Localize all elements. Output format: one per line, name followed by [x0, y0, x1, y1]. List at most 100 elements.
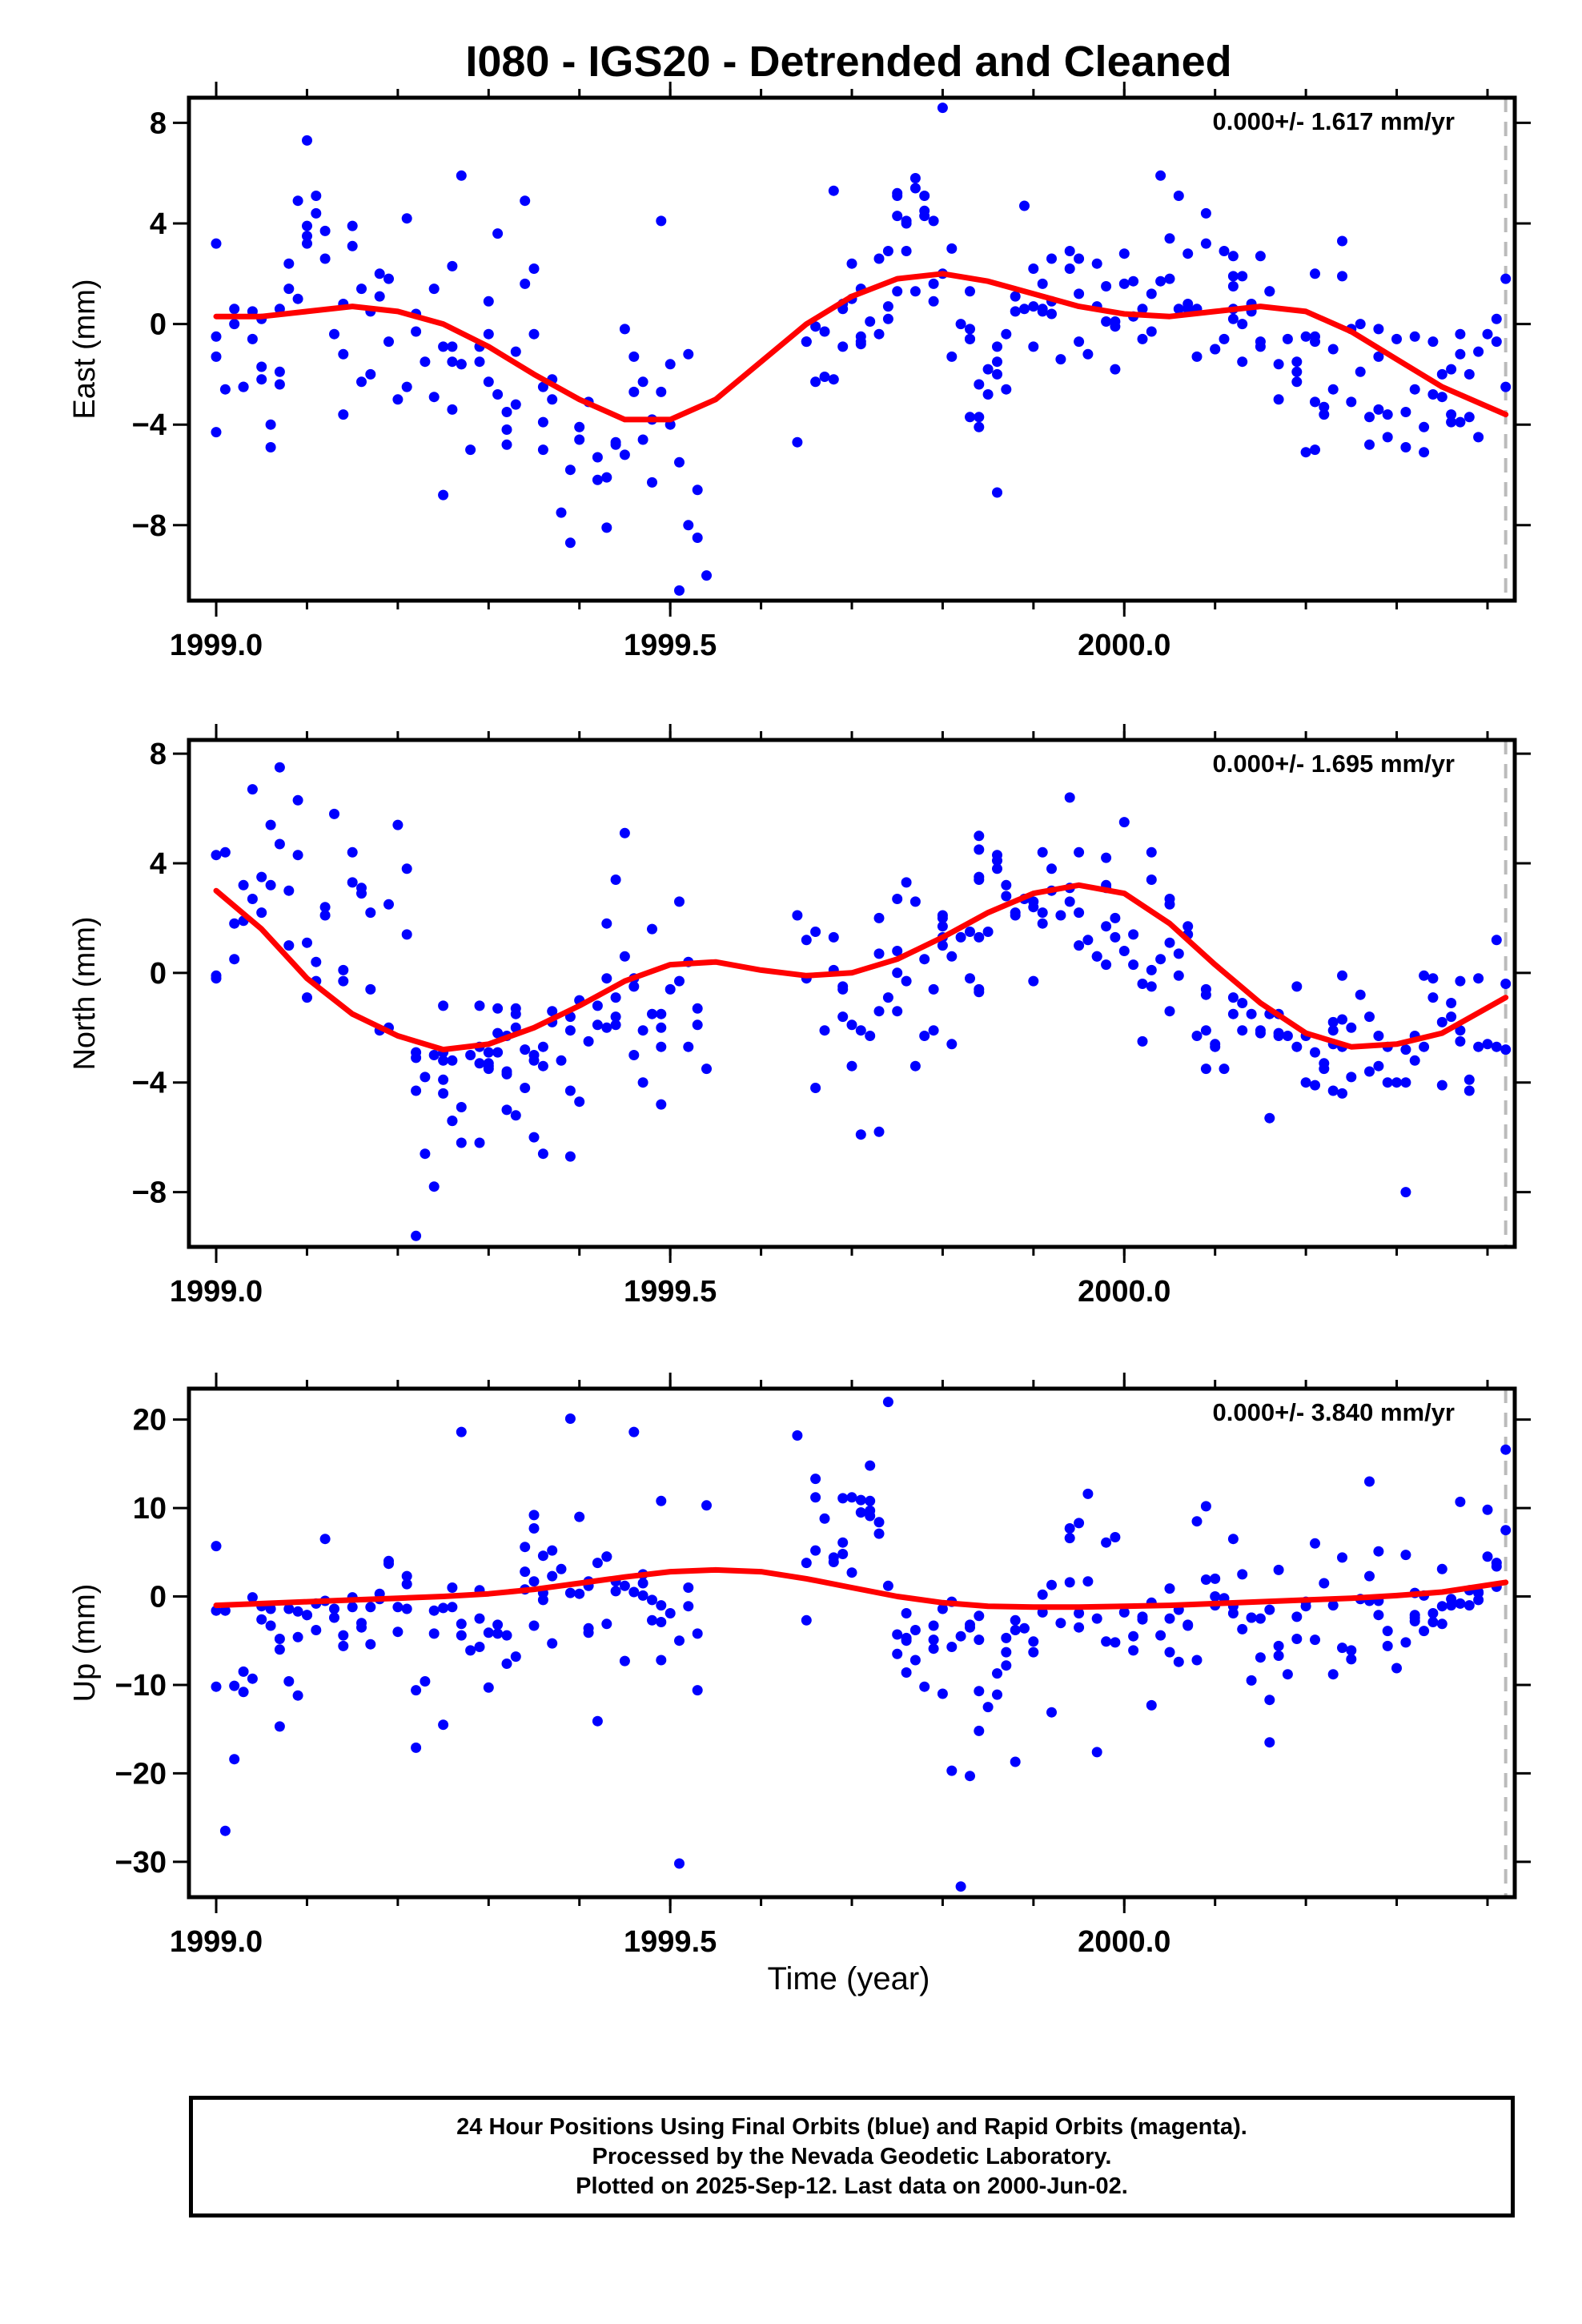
data-point-east-8 [247, 333, 258, 344]
data-point-east-278 [1227, 313, 1239, 324]
data-point-up-29 [347, 1602, 358, 1613]
data-point-north-135 [982, 927, 994, 937]
data-point-east-199 [1310, 396, 1320, 408]
data-point-up-203 [1337, 1642, 1347, 1654]
data-point-up-288 [974, 1610, 985, 1622]
data-point-east-184 [1237, 319, 1248, 330]
data-point-east-66 [528, 263, 540, 274]
data-point-north-127 [937, 921, 948, 932]
data-point-up-200 [1327, 1600, 1339, 1611]
data-point-up-226 [1455, 1496, 1466, 1507]
data-point-up-204 [1346, 1645, 1357, 1656]
data-point-up-19 [292, 1606, 303, 1617]
data-point-east-158 [1101, 281, 1112, 292]
data-point-north-3 [219, 846, 231, 858]
data-point-north-146 [1037, 907, 1048, 919]
data-point-up-267 [1064, 1577, 1075, 1588]
data-point-up-274 [865, 1510, 876, 1522]
data-point-up-2 [211, 1681, 222, 1692]
data-point-up-235 [810, 1474, 821, 1485]
y-tick-label-east-4: 8 [150, 107, 167, 140]
data-point-north-154 [1082, 935, 1094, 946]
data-point-north-217 [1409, 1055, 1420, 1066]
data-point-east-234 [1500, 273, 1512, 284]
data-point-north-246 [447, 1055, 458, 1066]
data-point-north-301 [474, 1058, 485, 1069]
data-point-up-218 [1419, 1626, 1430, 1637]
data-point-north-108 [837, 1011, 849, 1023]
data-point-north-300 [601, 1022, 612, 1033]
data-point-up-13 [265, 1603, 276, 1614]
data-point-up-54 [474, 1613, 485, 1624]
data-point-up-155 [1091, 1613, 1102, 1624]
data-point-up-147 [1046, 1707, 1057, 1718]
data-point-north-249 [1319, 1058, 1330, 1069]
data-point-up-46 [438, 1602, 449, 1614]
data-point-north-80 [610, 1011, 621, 1023]
data-point-north-124 [928, 1025, 939, 1036]
data-point-east-254 [892, 191, 903, 201]
data-point-east-141 [1010, 306, 1021, 317]
data-point-up-4 [229, 1754, 240, 1765]
data-point-north-32 [356, 883, 367, 894]
rate-annotation-east: 0.000+/- 1.617 mm/yr [1213, 107, 1455, 135]
data-point-north-273 [992, 863, 1002, 875]
data-point-east-61 [501, 439, 512, 450]
data-point-north-296 [438, 1000, 449, 1011]
data-point-up-100 [801, 1614, 812, 1626]
data-point-east-36 [374, 268, 385, 279]
data-point-up-83 [628, 1426, 640, 1437]
data-point-east-104 [810, 321, 821, 332]
data-point-east-243 [256, 374, 267, 385]
data-point-up-48 [447, 1602, 458, 1613]
data-point-up-262 [865, 1460, 876, 1471]
y-tick-label-north-1: −4 [132, 1067, 167, 1100]
figure-title: I080 - IGS20 - Detrended and Cleaned [465, 38, 1231, 86]
data-point-north-298 [1028, 902, 1039, 913]
data-point-east-138 [992, 487, 1002, 498]
data-point-east-126 [928, 215, 939, 227]
model-curve-east [213, 271, 1509, 423]
data-point-east-85 [628, 386, 640, 397]
data-point-north-46 [438, 1074, 449, 1085]
data-point-north-29 [347, 877, 358, 888]
plot-area-north [211, 740, 1512, 1247]
data-point-east-168 [1146, 326, 1157, 337]
data-point-east-131 [955, 319, 966, 330]
data-point-east-122 [909, 286, 921, 297]
data-point-up-69 [547, 1638, 558, 1649]
data-point-north-5 [229, 918, 240, 929]
footer-line-plotted-on: Plotted on 2025-Sep-12. Last data on 200… [576, 2173, 1128, 2199]
data-point-up-115 [873, 1517, 885, 1528]
data-point-east-16 [283, 283, 295, 295]
data-point-east-252 [1255, 251, 1266, 262]
data-point-east-80 [601, 522, 612, 533]
data-point-north-33 [365, 907, 376, 919]
data-point-up-132 [965, 1771, 975, 1782]
data-point-north-11 [256, 871, 267, 883]
data-point-up-72 [564, 1587, 576, 1598]
data-point-up-183 [1237, 1569, 1248, 1580]
data-point-up-234 [1500, 1444, 1512, 1455]
data-point-east-176 [1191, 351, 1203, 362]
data-point-up-254 [456, 1618, 467, 1630]
data-point-north-22 [311, 956, 322, 967]
data-point-up-87 [647, 1594, 657, 1606]
data-point-north-218 [1419, 1041, 1430, 1052]
data-point-up-187 [1255, 1652, 1266, 1663]
data-point-north-116 [882, 992, 893, 1003]
data-point-north-233 [1500, 979, 1512, 989]
data-point-up-26 [329, 1603, 339, 1614]
data-point-up-175 [1191, 1655, 1203, 1666]
data-point-east-246 [447, 356, 458, 368]
data-point-up-165 [1137, 1611, 1148, 1622]
data-point-north-39 [401, 863, 412, 875]
data-point-north-263 [501, 1066, 512, 1077]
data-point-up-77 [592, 1558, 603, 1569]
data-point-up-112 [855, 1507, 866, 1518]
data-point-east-229 [1473, 432, 1484, 443]
data-point-east-262 [1355, 319, 1366, 330]
data-point-north-187 [1255, 1025, 1266, 1036]
data-point-up-38 [392, 1626, 404, 1638]
